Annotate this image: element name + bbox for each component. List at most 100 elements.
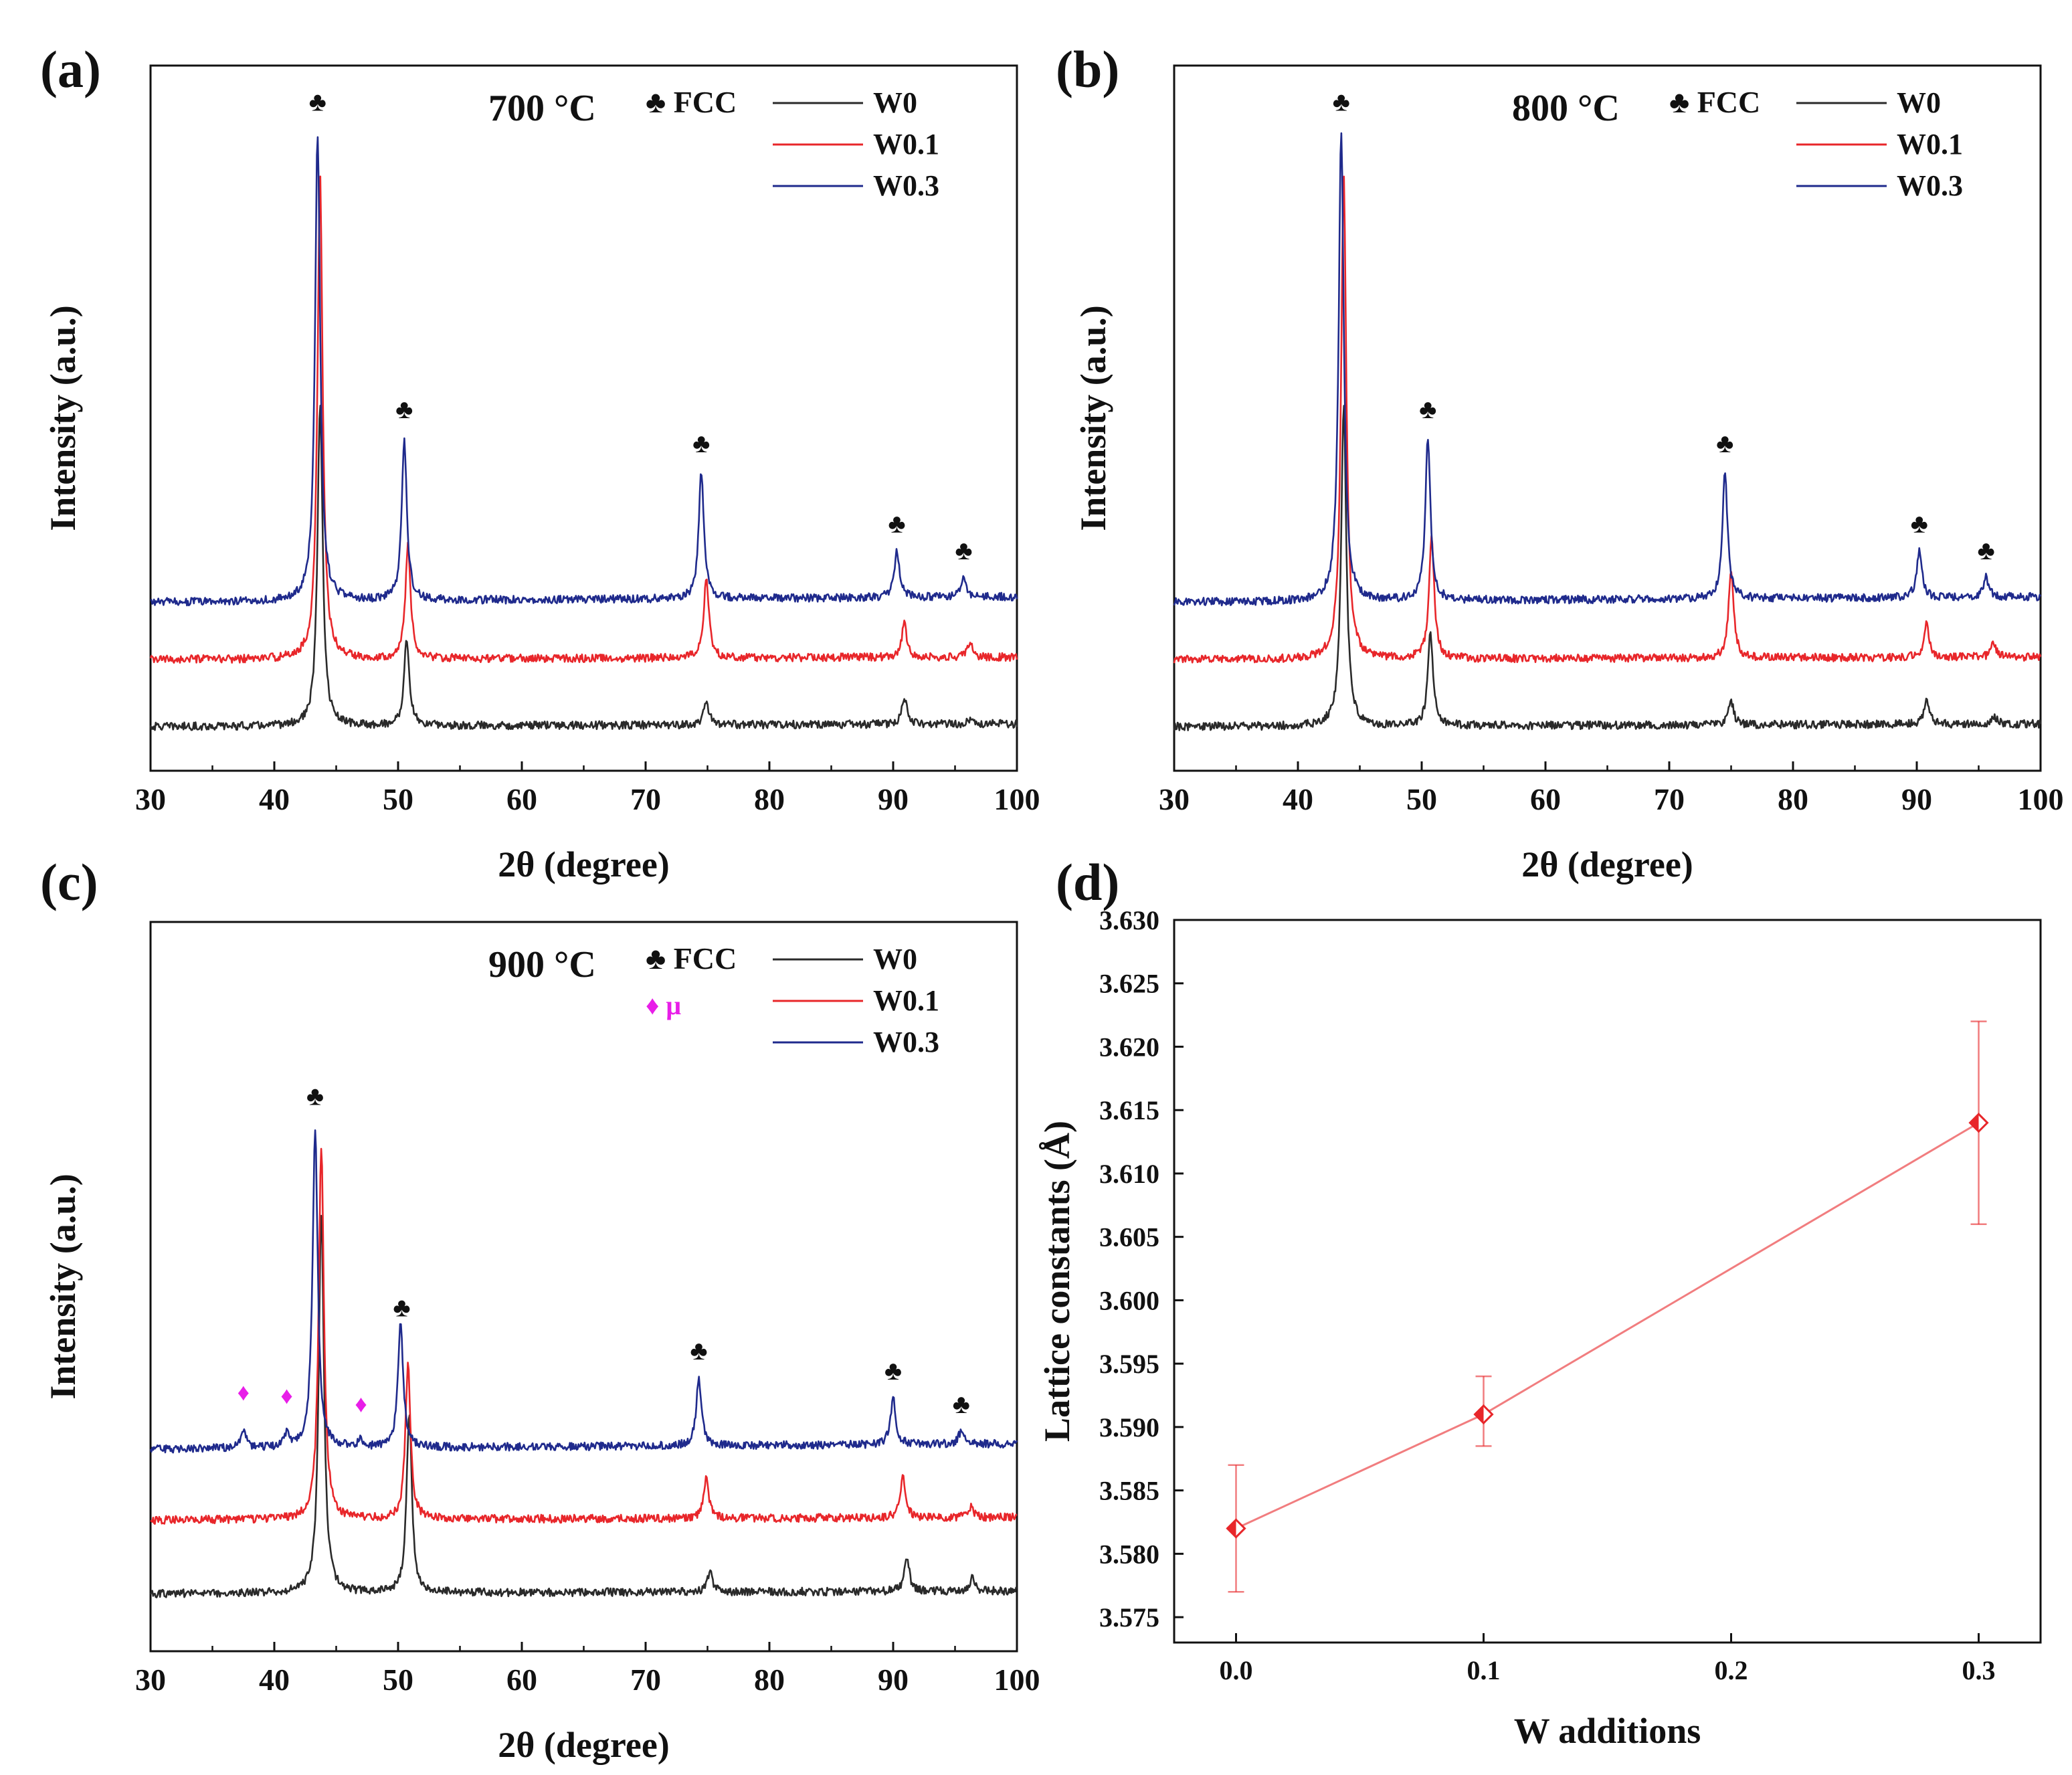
temperature-title: 700 °C (488, 88, 596, 129)
y-axis-label: Intensity (a.u.) (1073, 305, 1113, 531)
xrd-line-w01 (149, 175, 1018, 664)
y-tick-label: 3.575 (1099, 1602, 1159, 1632)
y-tick-label: 3.600 (1099, 1285, 1159, 1315)
temperature-title: 800 °C (1512, 88, 1620, 129)
mu-peak-marker: ♦ (280, 1382, 292, 1409)
x-tick-label: 80 (754, 1663, 785, 1697)
x-tick-label: 70 (630, 1663, 661, 1697)
xrd-line-w0 (149, 405, 1018, 731)
legend-fcc: ♣ FCC (646, 85, 737, 119)
legend-label: W0.1 (873, 128, 939, 161)
plot-frame (1173, 919, 2042, 1644)
y-tick-label: 3.630 (1099, 905, 1159, 935)
xrd-line-w01 (150, 1147, 1018, 1525)
data-point-fill (1970, 1114, 1979, 1132)
fcc-peak-marker: ♣ (1333, 87, 1350, 117)
fcc-peak-marker: ♣ (393, 1292, 410, 1322)
x-tick-label: 30 (135, 1663, 166, 1697)
y-tick-label: 3.615 (1099, 1095, 1159, 1125)
legend-label: W0.3 (873, 1026, 939, 1058)
fcc-peak-marker: ♣ (953, 1389, 970, 1419)
x-tick-label: 70 (630, 782, 661, 816)
fcc-peak-marker: ♣ (1716, 428, 1733, 458)
panel-label: (d) (1056, 853, 1119, 911)
xrd-panel-3: (c) 900 °C 30 40 50 60 70 80 90 100 2θ (degree) Int… (40, 853, 1040, 1765)
y-tick-label: 3.620 (1099, 1032, 1159, 1062)
xrd-line-w03 (149, 1129, 1018, 1454)
y-axis-label: Intensity (a.u.) (43, 305, 83, 531)
legend-label: W0.1 (873, 984, 939, 1017)
legend-label: W0.3 (1897, 169, 1963, 202)
x-tick-label: 90 (878, 782, 909, 816)
x-tick-label: 0.3 (1962, 1655, 1996, 1685)
x-tick-label: 30 (135, 782, 166, 816)
x-tick-label: 100 (2018, 782, 2064, 816)
legend: ♣ FCC ♦ μ W0 W0.1 W0.3 (646, 941, 939, 1058)
legend-label: W0.3 (873, 169, 939, 202)
legend: ♣ FCC W0 W0.1 W0.3 (646, 85, 939, 202)
temperature-title: 900 °C (488, 944, 596, 986)
fcc-peak-marker: ♣ (692, 428, 710, 458)
data-point-fill (1227, 1519, 1236, 1537)
xrd-line-w0 (149, 1214, 1018, 1598)
x-axis-label: W additions (1514, 1711, 1701, 1751)
lattice-line (1235, 1121, 1980, 1529)
y-axis-label: Intensity (a.u.) (43, 1174, 83, 1400)
x-tick-label: 40 (259, 782, 290, 816)
x-tick-label: 100 (994, 1663, 1040, 1697)
y-tick-label: 3.595 (1099, 1349, 1159, 1379)
x-tick-label: 80 (754, 782, 785, 816)
x-tick-label: 100 (994, 782, 1040, 816)
fcc-peak-marker: ♣ (306, 1081, 324, 1111)
legend-label: W0.1 (1897, 128, 1963, 161)
xrd-panel-1: (a) 700 °C 30 40 50 60 70 80 90 100 2θ (degree) Int… (40, 40, 1040, 884)
xrd-panel-2: (b) 800 °C 30 40 50 60 70 80 90 100 2θ (degree) Int… (1056, 40, 2064, 884)
fcc-peak-marker: ♣ (395, 394, 413, 424)
legend-fcc: ♣ FCC (646, 941, 737, 975)
mu-peak-marker: ♦ (355, 1391, 367, 1418)
x-axis-label: 2θ (degree) (498, 1725, 670, 1765)
x-tick-label: 90 (1901, 782, 1932, 816)
y-tick-label: 3.585 (1099, 1476, 1159, 1506)
x-tick-label: 40 (1283, 782, 1313, 816)
panel-label: (c) (40, 853, 98, 911)
x-tick-label: 90 (878, 1663, 909, 1697)
legend-label: W0 (873, 86, 917, 119)
x-tick-label: 70 (1654, 782, 1685, 816)
fcc-peak-marker: ♣ (888, 508, 905, 539)
panel-label: (b) (1056, 40, 1119, 98)
x-tick-label: 40 (259, 1663, 290, 1697)
xrd-line-w0 (1173, 405, 2042, 731)
legend-fcc: ♣ FCC (1669, 85, 1760, 119)
x-tick-label: 0.0 (1220, 1655, 1253, 1685)
xrd-line-w03 (150, 136, 1018, 607)
y-axis-label: Lattice constants (Å) (1037, 1121, 1077, 1442)
y-tick-label: 3.590 (1099, 1412, 1159, 1442)
legend-label: W0 (873, 943, 917, 975)
x-axis-label: 2θ (degree) (1521, 844, 1693, 884)
fcc-peak-marker: ♣ (309, 87, 326, 117)
fcc-peak-marker: ♣ (1977, 535, 1994, 565)
x-tick-label: 60 (1530, 782, 1561, 816)
x-tick-label: 30 (1159, 782, 1190, 816)
x-tick-label: 60 (506, 1663, 537, 1697)
mu-peak-marker: ♦ (238, 1379, 250, 1406)
x-tick-label: 50 (383, 1663, 413, 1697)
x-tick-label: 0.1 (1467, 1655, 1501, 1685)
fcc-peak-marker: ♣ (955, 535, 972, 565)
lattice-panel: (d) 3.575 3.580 3.585 3.590 3.595 3.600 3.605 3.… (1037, 853, 2042, 1751)
legend: ♣ FCC W0 W0.1 W0.3 (1669, 85, 1963, 202)
x-tick-label: 80 (1778, 782, 1808, 816)
panel-label: (a) (40, 40, 101, 98)
legend-mu: ♦ μ (646, 990, 681, 1020)
legend-label: W0 (1897, 86, 1941, 119)
xrd-line-w03 (1173, 132, 2042, 607)
fcc-peak-marker: ♣ (884, 1356, 902, 1386)
x-tick-label: 0.2 (1715, 1655, 1748, 1685)
fcc-peak-marker: ♣ (1911, 508, 1928, 539)
y-tick-label: 3.605 (1099, 1222, 1159, 1252)
y-tick-label: 3.625 (1099, 969, 1159, 999)
x-tick-label: 60 (506, 782, 537, 816)
y-tick-label: 3.580 (1099, 1539, 1159, 1569)
